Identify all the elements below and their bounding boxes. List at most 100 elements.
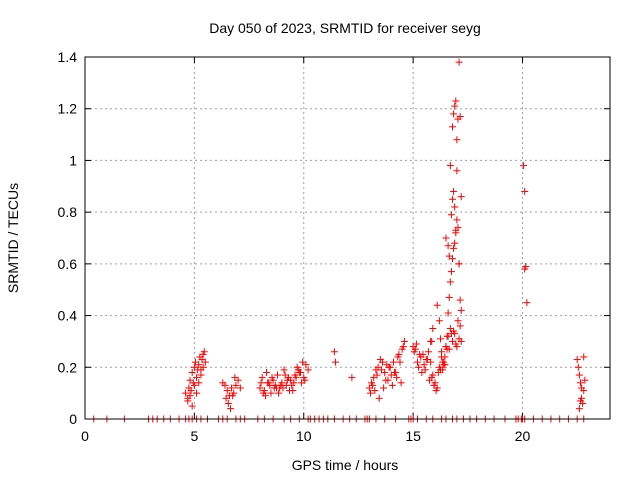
data-point: [575, 371, 583, 379]
x-tick-label: 20: [515, 428, 531, 444]
data-point: [391, 368, 399, 376]
data-point: [184, 397, 192, 405]
data-point: [454, 317, 462, 325]
data-point: [457, 193, 465, 201]
data-point: [228, 384, 236, 392]
data-point: [299, 358, 307, 366]
data-point: [452, 229, 460, 237]
data-point: [445, 252, 453, 260]
data-point: [441, 353, 449, 361]
y-axis-label: SRMTID / TECUs: [5, 183, 21, 293]
data-point: [410, 348, 418, 356]
data-point: [331, 358, 339, 366]
data-point: [373, 371, 381, 379]
data-point: [450, 187, 458, 195]
data-point: [294, 366, 302, 374]
data-point: [229, 392, 237, 400]
data-point: [580, 353, 588, 361]
data-point: [453, 136, 461, 144]
data-point: [231, 374, 239, 382]
data-point: [576, 379, 584, 387]
data-point: [442, 234, 450, 242]
data-point: [452, 97, 460, 105]
x-tick-label: 0: [81, 428, 89, 444]
data-point: [386, 363, 394, 371]
data-point: [429, 325, 437, 332]
data-point: [388, 381, 396, 389]
data-point: [445, 293, 453, 301]
data-point: [438, 348, 446, 356]
x-tick-label: 15: [405, 428, 421, 444]
data-point: [427, 358, 435, 366]
y-tick-label: 1: [69, 152, 77, 168]
data-point: [447, 211, 455, 219]
data-point: [523, 299, 531, 307]
x-tick-label: 10: [296, 428, 312, 444]
data-points: [90, 58, 589, 423]
data-point: [256, 384, 264, 392]
data-point: [415, 363, 423, 371]
data-point: [453, 167, 461, 175]
data-point: [286, 387, 294, 395]
data-point: [197, 366, 205, 374]
data-point: [304, 366, 312, 374]
data-point: [201, 358, 209, 366]
data-point: [430, 381, 438, 389]
data-point: [377, 366, 385, 374]
data-point: [393, 374, 401, 382]
data-point: [290, 379, 298, 387]
data-point: [399, 343, 407, 351]
data-point: [451, 203, 459, 211]
data-point: [369, 381, 377, 389]
data-point: [421, 366, 429, 374]
y-tick-label: 0.2: [58, 359, 78, 375]
data-point: [389, 358, 397, 366]
data-point: [444, 242, 452, 250]
data-point: [414, 358, 421, 366]
plot-frame: [84, 56, 611, 420]
data-point: [453, 216, 461, 224]
y-tick-label: 0: [69, 411, 77, 427]
data-point: [449, 195, 456, 203]
data-point: [382, 376, 390, 384]
data-point: [444, 309, 452, 317]
data-point: [396, 358, 404, 366]
data-point: [187, 387, 195, 395]
data-point: [281, 371, 289, 379]
data-point: [195, 379, 203, 387]
data-point: [580, 387, 588, 395]
data-point: [454, 224, 462, 232]
data-point: [449, 123, 456, 131]
data-point: [193, 374, 201, 382]
data-point: [450, 244, 458, 252]
data-point: [226, 405, 234, 413]
data-point: [455, 58, 463, 66]
data-point: [451, 102, 459, 110]
data-point: [452, 340, 460, 348]
data-point: [257, 379, 265, 387]
data-point: [581, 376, 589, 384]
data-point: [190, 381, 198, 389]
data-point: [267, 389, 275, 397]
data-point: [576, 397, 584, 405]
data-point: [277, 381, 285, 389]
data-point: [236, 384, 244, 392]
data-point: [395, 350, 403, 358]
data-point: [436, 335, 444, 343]
data-point: [417, 353, 425, 361]
data-point: [272, 384, 280, 392]
data-point: [440, 361, 448, 369]
data-point: [264, 379, 272, 387]
data-point: [193, 389, 201, 397]
data-point: [258, 374, 266, 382]
data-point: [575, 405, 583, 413]
data-point: [433, 301, 441, 309]
data-point: [259, 389, 267, 397]
data-point: [574, 363, 582, 371]
chart-title: Day 050 of 2023, SRMTID for receiver sey…: [209, 20, 481, 36]
data-point: [224, 399, 232, 407]
data-point: [424, 348, 432, 356]
grid-lines: [85, 57, 610, 419]
data-point: [280, 366, 288, 374]
